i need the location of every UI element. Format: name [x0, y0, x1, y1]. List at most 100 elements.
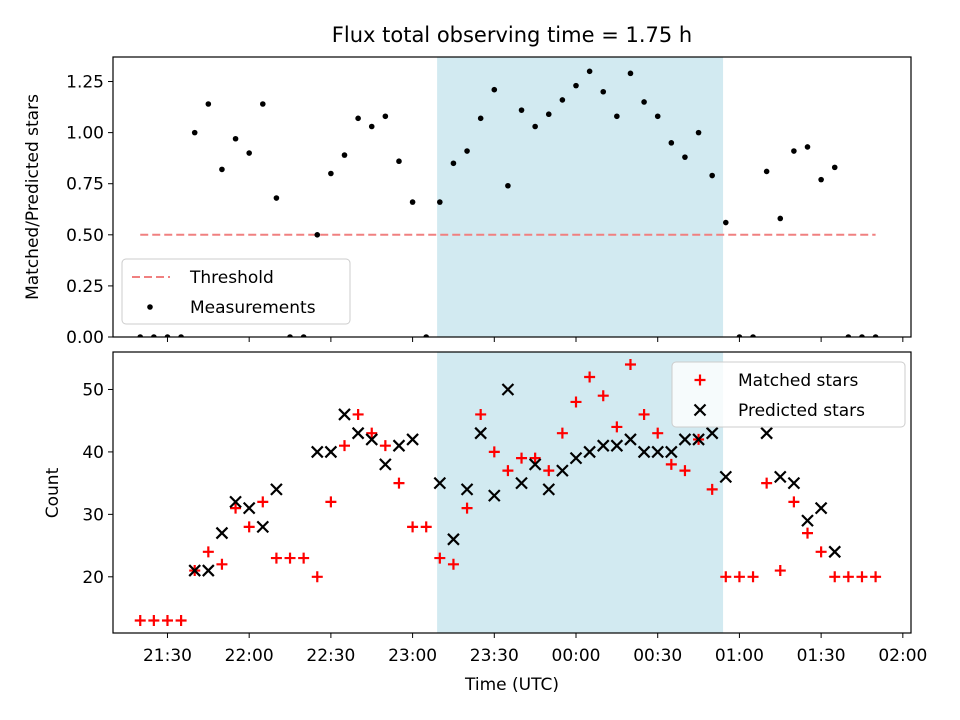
measurement-point [600, 88, 607, 95]
matched-star-point [407, 521, 419, 533]
predicted-star-point [569, 451, 583, 465]
measurement-point [777, 215, 784, 222]
matched-star-point [802, 527, 814, 539]
predicted-star-point [515, 476, 528, 490]
measurement-point [505, 182, 511, 189]
legend-matched-swatch [694, 374, 706, 386]
measurement-point [763, 168, 770, 175]
measurement-point [464, 148, 470, 154]
measurement-point [491, 86, 498, 93]
measurement-point [518, 107, 525, 113]
matched-star-point [447, 558, 459, 570]
predicted-star-point [719, 470, 733, 484]
matched-star-point [597, 390, 609, 402]
predicted-star-point [310, 445, 324, 459]
legend-label: Threshold [189, 268, 274, 288]
observing-window-shade [437, 57, 724, 337]
measurement-point [682, 154, 688, 160]
predicted-star-point [828, 545, 842, 559]
legend-measurement-swatch [147, 304, 153, 310]
top-panel-ratio: 0.00 0.25 0.50 0.75 1.00 1.25 Threshold Measure… [66, 56, 912, 348]
predicted-star-point [270, 483, 283, 496]
matched-star-point [529, 452, 541, 464]
predicted-star-point [379, 458, 392, 471]
predicted-star-point [637, 445, 651, 459]
predicted-star-point [202, 564, 215, 577]
x-tick-label: 23:30 [470, 646, 519, 666]
matched-star-point [624, 358, 636, 370]
predicted-star-point [760, 426, 773, 440]
matched-star-point [257, 496, 269, 508]
predicted-star-point [583, 445, 596, 459]
measurement-point [477, 115, 484, 122]
measurement-point [205, 101, 212, 107]
predicted-star-point [406, 433, 419, 446]
predicted-star-point [365, 433, 379, 446]
measurement-point [396, 158, 402, 165]
matched-star-point [516, 452, 528, 464]
matched-star-point [270, 552, 282, 564]
axes-frame [112, 56, 912, 338]
matched-star-point [339, 440, 351, 452]
matched-star-point [284, 552, 296, 564]
legend: Threshold Measurements [121, 258, 351, 325]
predicted-star-point [229, 495, 242, 509]
predicted-star-point [624, 433, 637, 446]
y-tick-label: 0.50 [66, 226, 104, 246]
predicted-star-point [528, 458, 542, 471]
x-tick-label: 22:00 [225, 646, 274, 666]
matched-star-point [665, 458, 677, 470]
x-axis-label: Time (UTC) [464, 675, 559, 695]
x-tick-label: 00:30 [633, 646, 682, 666]
measurement-point [382, 113, 389, 120]
measurement-point [722, 219, 729, 226]
measurement-point [368, 123, 375, 130]
measurement-point [750, 334, 756, 337]
matched-star-point [829, 571, 841, 583]
measurement-point [246, 150, 252, 156]
measurement-point [300, 334, 307, 337]
matched-star-point [243, 521, 255, 533]
measurement-point [695, 129, 702, 136]
measurement-point [287, 334, 293, 337]
matched-star-point [870, 571, 882, 583]
predicted-star-point [692, 433, 705, 446]
matched-star-point [788, 496, 800, 508]
matched-star-point [475, 408, 487, 420]
legend-predicted-swatch [693, 403, 707, 417]
x-tick-label: 22:30 [306, 646, 355, 666]
y-tick-label: 0.00 [66, 328, 104, 348]
matched-star-point [679, 465, 691, 477]
predicted-star-point [338, 408, 351, 421]
matched-star-point [488, 446, 500, 458]
predicted-star-point [542, 483, 556, 496]
predicted-star-point [392, 439, 406, 452]
y-tick-label: 20 [82, 568, 104, 588]
measurement-point [137, 334, 144, 337]
measurement-point [314, 232, 321, 238]
legend-label: Measurements [190, 298, 316, 318]
predicted-star-point [596, 439, 610, 452]
y-tick-label: 1.25 [66, 73, 104, 93]
measurement-point [831, 164, 838, 171]
matched-star-point [434, 552, 446, 564]
matched-star-point [584, 371, 596, 383]
y-tick-label: 30 [82, 505, 104, 525]
predicted-star-point [460, 483, 474, 496]
measurement-point [355, 115, 361, 122]
matched-star-point [638, 408, 650, 420]
matched-star-point [556, 427, 568, 439]
measurement-point [232, 135, 239, 142]
measurement-point [709, 172, 715, 179]
matched-star-point [543, 465, 555, 477]
matched-star-point [815, 546, 827, 558]
measurement-point [532, 123, 538, 130]
measurement-point [804, 144, 811, 150]
predicted-star-point [215, 526, 229, 540]
measurement-point [409, 199, 416, 205]
matched-star-point [352, 408, 364, 420]
legend: Matched stars Predicted stars [671, 361, 906, 428]
predicted-star-point [474, 426, 487, 440]
predicted-star-point [801, 514, 814, 527]
